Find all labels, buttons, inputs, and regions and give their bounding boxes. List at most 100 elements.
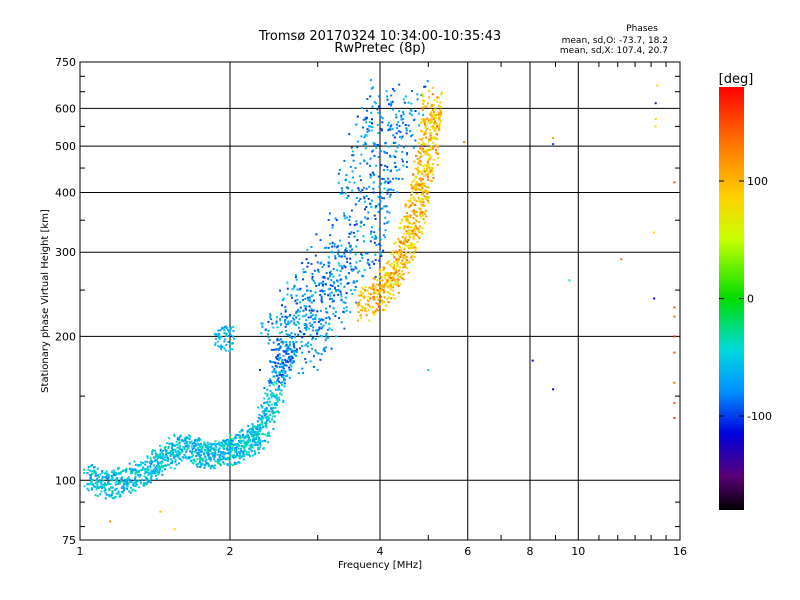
echo-point: [137, 470, 140, 473]
echo-point: [331, 245, 334, 248]
echo-point: [180, 434, 182, 437]
echo-point: [232, 443, 235, 446]
echo-point: [312, 309, 315, 312]
echo-point: [286, 293, 289, 296]
echo-point: [324, 283, 327, 286]
echo-point: [423, 213, 426, 215]
echo-point: [402, 164, 405, 167]
echo-point: [429, 156, 432, 159]
echo-point: [268, 381, 271, 384]
echo-point: [421, 227, 424, 230]
echo-point: [392, 294, 395, 296]
echo-point: [420, 163, 423, 166]
echo-point: [141, 478, 144, 481]
echo-point: [367, 211, 370, 214]
echo-point: [420, 231, 423, 233]
echo-point: [378, 270, 381, 273]
echo-point: [430, 137, 433, 140]
echo-point: [362, 143, 365, 146]
echo-point: [425, 129, 427, 132]
echo-point: [413, 179, 416, 182]
echo-point: [361, 257, 364, 259]
echo-point: [387, 279, 390, 282]
echo-point: [283, 367, 286, 370]
echo-point: [314, 282, 316, 285]
echo-point: [94, 474, 97, 477]
echo-point: [367, 309, 370, 312]
echo-point: [395, 270, 398, 273]
echo-point: [281, 359, 284, 362]
echo-point: [349, 165, 352, 168]
echo-point: [244, 435, 247, 438]
echo-point: [396, 281, 399, 284]
echo-point: [105, 474, 108, 477]
echo-point: [673, 402, 676, 405]
echo-point: [387, 145, 390, 148]
echo-point: [394, 283, 397, 286]
echo-point: [156, 453, 159, 456]
echo-point: [239, 451, 242, 454]
echo-point: [134, 463, 137, 466]
echo-point: [426, 117, 429, 120]
echo-point: [157, 464, 160, 467]
echo-point: [225, 439, 228, 441]
echo-point: [203, 443, 206, 446]
echo-point: [432, 125, 435, 128]
echo-point: [370, 226, 373, 229]
echo-point: [319, 319, 322, 322]
echo-point: [355, 267, 358, 270]
echo-point: [410, 183, 413, 186]
echo-point: [235, 462, 238, 465]
echo-point: [248, 440, 251, 443]
echo-point: [224, 442, 227, 445]
echo-point: [281, 299, 284, 301]
echo-point: [159, 466, 162, 469]
echo-point: [240, 442, 243, 445]
echo-point: [194, 444, 197, 447]
y-tick-label: 75: [62, 534, 76, 547]
echo-point: [218, 442, 221, 445]
echo-point: [420, 200, 423, 203]
echo-point: [426, 153, 429, 156]
echo-point: [220, 348, 223, 351]
echo-point: [424, 153, 427, 156]
echo-point: [291, 296, 293, 299]
echo-point: [409, 130, 412, 133]
echo-point: [224, 332, 227, 335]
echo-point: [131, 470, 134, 473]
echo-point: [343, 285, 346, 288]
echo-point: [320, 323, 323, 326]
echo-point: [414, 204, 417, 206]
echo-point: [411, 185, 413, 188]
echo-point: [356, 239, 359, 242]
echo-point: [218, 337, 221, 340]
echo-point: [345, 216, 348, 219]
echo-point: [374, 218, 377, 220]
echo-point: [230, 334, 233, 336]
echo-point: [259, 430, 261, 433]
echo-point: [418, 178, 421, 181]
echo-point: [188, 437, 191, 440]
echo-point: [430, 117, 433, 120]
echo-point: [144, 468, 147, 471]
echo-point: [396, 283, 399, 286]
echo-point: [217, 448, 220, 451]
echo-point: [397, 121, 400, 124]
echo-point: [214, 448, 217, 451]
y-tick-label: 750: [55, 56, 76, 69]
echo-point: [120, 490, 123, 493]
echo-point: [271, 361, 274, 363]
echo-point: [285, 349, 288, 352]
echo-point: [419, 147, 422, 150]
echo-point: [108, 488, 111, 491]
echo-point: [654, 118, 657, 120]
echo-point: [418, 200, 421, 203]
echo-point: [249, 431, 252, 434]
echo-point: [156, 469, 159, 472]
echo-point: [265, 409, 267, 412]
echo-point: [427, 164, 430, 167]
echo-point: [325, 272, 328, 275]
echo-point: [262, 447, 265, 450]
echo-point: [430, 104, 433, 107]
echo-point: [303, 327, 306, 330]
